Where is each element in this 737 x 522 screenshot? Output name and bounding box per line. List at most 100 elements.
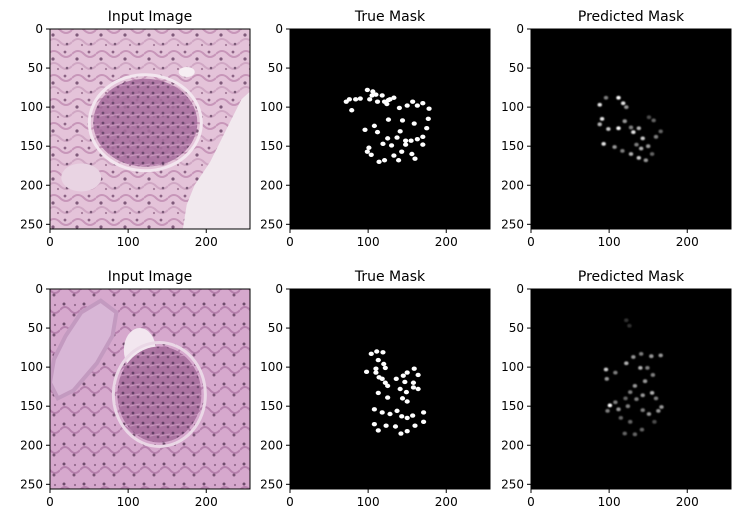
prediction-blob bbox=[603, 95, 609, 100]
y-tick-label: 200 bbox=[501, 178, 524, 192]
prediction-blob bbox=[649, 391, 655, 395]
y-tick-label: 50 bbox=[268, 61, 283, 75]
mask-blob bbox=[412, 423, 418, 428]
prediction-blob bbox=[652, 419, 657, 424]
x-tick-label: 0 bbox=[286, 495, 294, 509]
prediction-blob bbox=[640, 136, 645, 141]
mask-blob bbox=[394, 408, 400, 414]
y-tick-label: 250 bbox=[20, 477, 43, 491]
x-tick-label: 100 bbox=[598, 235, 621, 249]
x-tick-label: 100 bbox=[357, 235, 380, 249]
bowman-space bbox=[87, 73, 203, 173]
image-area bbox=[531, 289, 731, 489]
mask-blob bbox=[381, 158, 388, 163]
prediction-blob bbox=[638, 146, 644, 151]
mask-blob bbox=[404, 399, 410, 404]
mask-blob bbox=[391, 153, 397, 158]
prediction-blob bbox=[640, 393, 645, 398]
mask-blob bbox=[369, 93, 375, 98]
y-tick-label: 200 bbox=[20, 178, 43, 192]
prediction-blob bbox=[632, 432, 638, 437]
axes-frame bbox=[49, 28, 251, 230]
prediction-blob bbox=[623, 396, 628, 401]
mask-blob bbox=[393, 376, 399, 382]
mask-blob bbox=[425, 116, 431, 122]
mask-background bbox=[531, 289, 731, 489]
prediction-blob bbox=[606, 127, 611, 131]
y-tick-label: 150 bbox=[260, 399, 283, 413]
y-tick-label: 0 bbox=[275, 282, 283, 296]
y-tick-label: 50 bbox=[509, 321, 524, 335]
mask-blob bbox=[379, 93, 385, 98]
y-tick-label: 0 bbox=[275, 22, 283, 36]
mask-blob bbox=[362, 127, 368, 132]
mask-background bbox=[290, 29, 490, 229]
y-tick-label: 100 bbox=[501, 360, 524, 374]
mask-blob bbox=[371, 123, 377, 129]
prediction-blob bbox=[659, 405, 664, 409]
y-tick-label: 0 bbox=[35, 22, 43, 36]
y-tick-label: 50 bbox=[28, 321, 43, 335]
mask-blob bbox=[388, 143, 395, 148]
mask-blob bbox=[357, 96, 363, 101]
prediction-blob bbox=[624, 361, 629, 366]
panel-title: True Mask bbox=[354, 269, 426, 285]
mask-background bbox=[290, 289, 490, 489]
mask-blob bbox=[364, 149, 370, 154]
y-tick-label: 250 bbox=[20, 217, 43, 231]
prediction-blob bbox=[658, 353, 663, 358]
prediction-blob bbox=[607, 403, 613, 408]
prediction-blob bbox=[632, 383, 638, 388]
mask-blob bbox=[375, 357, 381, 363]
y-tick-label: 150 bbox=[20, 399, 43, 413]
y-tick-label: 200 bbox=[501, 438, 524, 452]
mask-blob bbox=[420, 410, 427, 415]
mask-blob bbox=[410, 99, 416, 104]
mask-blob bbox=[411, 366, 417, 371]
prediction-blob bbox=[649, 354, 654, 359]
mask-blob bbox=[396, 105, 402, 111]
mask-blob bbox=[426, 106, 432, 111]
panel-5: True Mask 0 100 200 0 50 100 150 200 250 bbox=[260, 269, 491, 509]
mask-blob bbox=[375, 428, 381, 433]
prediction-blob bbox=[613, 400, 618, 405]
mask-blob bbox=[374, 349, 380, 354]
mask-blob bbox=[380, 141, 386, 147]
prediction-blob bbox=[620, 101, 626, 106]
mask-blob bbox=[374, 99, 381, 104]
mask-blob bbox=[408, 138, 414, 143]
mask-blob bbox=[368, 152, 374, 157]
mask-blob bbox=[385, 383, 391, 389]
y-tick-label: 100 bbox=[260, 360, 283, 374]
x-tick-label: 200 bbox=[195, 235, 218, 249]
mask-blob bbox=[395, 158, 402, 163]
prediction-blob bbox=[627, 323, 632, 328]
mask-blob bbox=[384, 101, 390, 107]
mask-blob bbox=[404, 370, 410, 375]
empty-slide-region bbox=[182, 91, 250, 229]
prediction-blob bbox=[638, 351, 644, 356]
mask-blob bbox=[368, 351, 374, 357]
panel-title: Input Image bbox=[108, 269, 193, 285]
y-tick-label: 100 bbox=[260, 100, 283, 114]
y-tick-label: 200 bbox=[260, 178, 283, 192]
mask-blob bbox=[404, 103, 410, 108]
y-tick-label: 250 bbox=[260, 217, 283, 231]
prediction-blob bbox=[640, 408, 645, 412]
y-tick-label: 250 bbox=[260, 477, 283, 491]
mask-blob bbox=[363, 369, 370, 375]
mask-blob bbox=[385, 117, 392, 122]
prediction-blob bbox=[631, 130, 636, 135]
mask-blob bbox=[420, 419, 427, 425]
prediction-blob bbox=[636, 156, 642, 160]
panels: Input Image 0 100 200 0 50 100 150 200 250 True Ma… bbox=[20, 9, 732, 509]
mask-blob bbox=[385, 395, 391, 400]
mask-blob bbox=[346, 97, 352, 102]
prediction-blob bbox=[622, 119, 627, 124]
x-tick-label: 200 bbox=[676, 235, 699, 249]
x-tick-label: 200 bbox=[195, 495, 218, 509]
prediction-blob bbox=[612, 145, 617, 149]
prediction-blob bbox=[628, 419, 633, 424]
image-area bbox=[531, 29, 731, 229]
prediction-blob bbox=[622, 431, 627, 436]
